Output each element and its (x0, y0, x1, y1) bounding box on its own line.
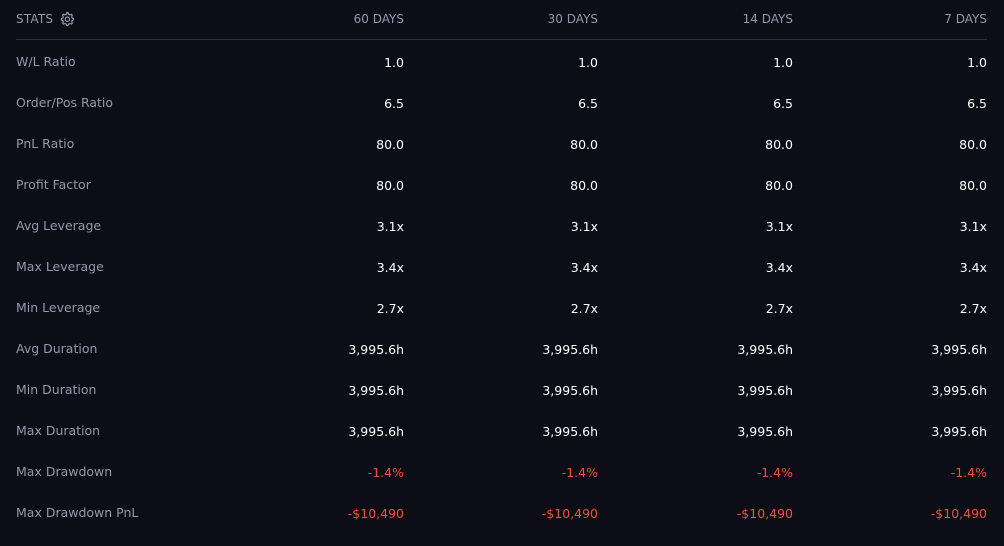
stat-value: -1.4% (950, 465, 987, 480)
stat-label: PnL Ratio (16, 136, 75, 151)
stat-value: 3.4x (570, 260, 598, 275)
stat-value: 3,995.6h (737, 424, 793, 439)
stat-value: 3.1x (765, 219, 793, 234)
stat-row: Max Drawdown PnL -$10,490 -$10,490 -$10,490… (16, 491, 987, 532)
stat-label: Avg Leverage (16, 218, 102, 233)
stat-value: -$10,490 (347, 506, 404, 521)
stat-label: Max Drawdown (16, 464, 113, 479)
stat-label: W/L Ratio (16, 54, 76, 69)
stat-value: 3,995.6h (542, 383, 598, 398)
stat-row: Order/Pos Ratio 6.5 6.5 6.5 6.5 (16, 81, 987, 122)
period-header-30d: 30 DAYS (547, 12, 598, 26)
stat-value: 2.7x (570, 301, 598, 316)
stat-value: 3,995.6h (348, 383, 404, 398)
stat-value: -$10,490 (541, 506, 598, 521)
stat-label: Min Duration (16, 382, 97, 397)
stat-label: Max Leverage (16, 259, 104, 274)
stat-value: 6.5 (578, 96, 598, 111)
stat-value: 3,995.6h (348, 342, 404, 357)
stat-value: 1.0 (773, 55, 793, 70)
stat-row: W/L Ratio 1.0 1.0 1.0 1.0 (16, 40, 987, 81)
stat-value: 2.7x (376, 301, 404, 316)
stat-value: 80.0 (765, 178, 793, 193)
stat-value: 80.0 (376, 137, 404, 152)
stat-row: Max Drawdown -1.4% -1.4% -1.4% -1.4% (16, 450, 987, 491)
stat-label: Profit Factor (16, 177, 91, 192)
stat-value: -1.4% (561, 465, 598, 480)
stat-row: PnL Ratio 80.0 80.0 80.0 80.0 (16, 122, 987, 163)
stat-row: Min Leverage 2.7x 2.7x 2.7x 2.7x (16, 286, 987, 327)
stat-value: -1.4% (756, 465, 793, 480)
stat-value: 3,995.6h (737, 383, 793, 398)
stat-label: Avg Duration (16, 341, 98, 356)
stat-value: 2.7x (765, 301, 793, 316)
stat-row: Max Duration 3,995.6h 3,995.6h 3,995.6h 3,99… (16, 409, 987, 450)
stat-value: 80.0 (570, 178, 598, 193)
stat-value: 80.0 (959, 137, 987, 152)
stat-value: 3,995.6h (542, 342, 598, 357)
stat-row: Max Leverage 3.4x 3.4x 3.4x 3.4x (16, 245, 987, 286)
stat-value: 3.4x (765, 260, 793, 275)
stat-value: 1.0 (384, 55, 404, 70)
stat-value: 3.4x (959, 260, 987, 275)
gear-icon[interactable] (59, 11, 75, 27)
stats-panel: STATS 60 DAYS 30 DAYS 14 DAYS 7 DAYS W/L… (16, 0, 987, 532)
stat-value: 80.0 (959, 178, 987, 193)
stat-value: 6.5 (773, 96, 793, 111)
stat-value: 3.1x (959, 219, 987, 234)
stat-value: 3,995.6h (931, 342, 987, 357)
stats-rows: W/L Ratio 1.0 1.0 1.0 1.0 Order/Pos Ratio 6.5 6… (16, 40, 987, 532)
stat-row: Min Duration 3,995.6h 3,995.6h 3,995.6h 3,99… (16, 368, 987, 409)
stat-value: 80.0 (376, 178, 404, 193)
stat-value: 80.0 (570, 137, 598, 152)
stats-title: STATS (16, 12, 54, 26)
stat-value: 1.0 (967, 55, 987, 70)
stat-value: 2.7x (959, 301, 987, 316)
stat-row: Profit Factor 80.0 80.0 80.0 80.0 (16, 163, 987, 204)
stat-value: 3.1x (376, 219, 404, 234)
period-header-7d: 7 DAYS (944, 12, 987, 26)
stat-value: 3.4x (376, 260, 404, 275)
stat-value: 1.0 (578, 55, 598, 70)
stat-value: 3.1x (570, 219, 598, 234)
stat-value: -1.4% (367, 465, 404, 480)
stat-value: -$10,490 (930, 506, 987, 521)
stat-value: 6.5 (967, 96, 987, 111)
stat-value: 6.5 (384, 96, 404, 111)
stat-label: Order/Pos Ratio (16, 95, 114, 110)
stat-label: Max Duration (16, 423, 101, 438)
stat-value: -$10,490 (736, 506, 793, 521)
stat-row: Avg Duration 3,995.6h 3,995.6h 3,995.6h 3,99… (16, 327, 987, 368)
stat-row: Avg Leverage 3.1x 3.1x 3.1x 3.1x (16, 204, 987, 245)
stat-label: Max Drawdown PnL (16, 505, 139, 520)
stat-value: 3,995.6h (542, 424, 598, 439)
stat-value: 3,995.6h (931, 383, 987, 398)
stat-value: 3,995.6h (737, 342, 793, 357)
stat-label: Min Leverage (16, 300, 101, 315)
stat-value: 80.0 (765, 137, 793, 152)
period-header-14d: 14 DAYS (742, 12, 793, 26)
stat-value: 3,995.6h (348, 424, 404, 439)
stat-value: 3,995.6h (931, 424, 987, 439)
period-header-60d: 60 DAYS (353, 12, 404, 26)
stats-header: STATS 60 DAYS 30 DAYS 14 DAYS 7 DAYS (16, 0, 987, 40)
